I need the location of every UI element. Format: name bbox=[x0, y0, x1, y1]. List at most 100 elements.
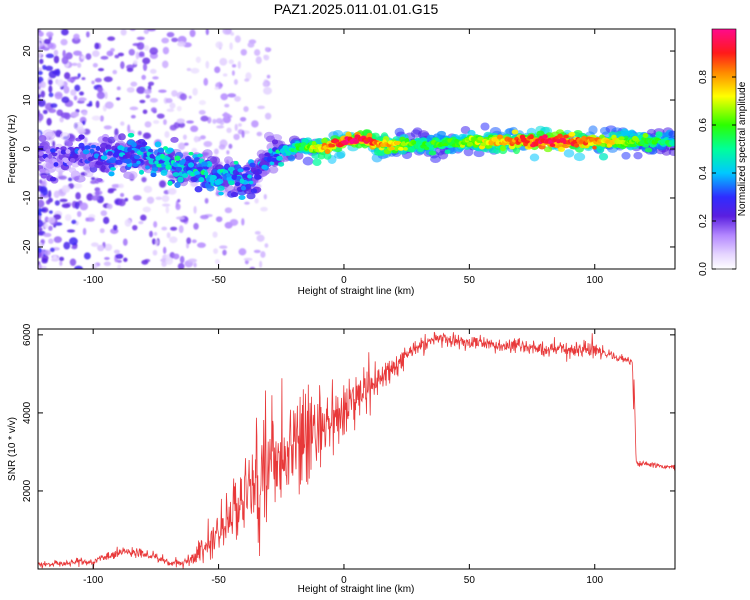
colorbar-tick-label: 0.2 bbox=[698, 214, 709, 228]
ridge-blob bbox=[156, 163, 163, 168]
ridge-blob bbox=[190, 172, 195, 177]
ridge-blob bbox=[206, 185, 215, 192]
noise-speckle bbox=[53, 49, 59, 56]
ridge-blob bbox=[644, 147, 653, 153]
ridge-blob bbox=[639, 139, 646, 145]
noise-speckle bbox=[239, 116, 247, 122]
ridge-blob bbox=[214, 179, 222, 185]
noise-speckle bbox=[190, 125, 199, 133]
ridge-blob bbox=[139, 169, 144, 175]
noise-speckle bbox=[92, 50, 100, 57]
ridge-blob bbox=[59, 132, 71, 140]
noise-speckle bbox=[213, 248, 219, 254]
noise-speckle bbox=[150, 107, 157, 113]
ridge-blob bbox=[107, 136, 116, 144]
x-tick-label: 50 bbox=[464, 575, 476, 586]
noise-speckle bbox=[149, 97, 158, 103]
ridge-blob bbox=[511, 129, 519, 135]
ridge-blob bbox=[668, 148, 675, 157]
spectrogram-x-ticks: -100 -50 0 50 100 bbox=[83, 29, 604, 286]
noise-speckle bbox=[238, 123, 242, 127]
noise-speckle bbox=[94, 190, 100, 197]
noise-speckle bbox=[161, 194, 170, 203]
noise-speckle bbox=[45, 53, 55, 59]
ridge-blob bbox=[141, 141, 148, 146]
noise-speckle bbox=[254, 198, 259, 204]
ridge-blob bbox=[66, 161, 73, 166]
noise-speckle bbox=[163, 119, 167, 126]
noise-speckle bbox=[48, 225, 53, 231]
noise-speckle bbox=[143, 88, 152, 95]
ridge-blob bbox=[45, 148, 52, 154]
ridge-blob bbox=[336, 150, 346, 159]
noise-speckle bbox=[38, 207, 42, 216]
noise-speckle bbox=[141, 259, 149, 265]
noise-speckle bbox=[81, 77, 86, 81]
ridge-blob bbox=[428, 150, 437, 156]
noise-speckle bbox=[52, 255, 58, 259]
noise-speckle bbox=[226, 150, 230, 155]
ridge-blob bbox=[96, 178, 103, 182]
colorbar-gradient bbox=[711, 28, 737, 270]
ridge-blob bbox=[88, 161, 96, 168]
noise-speckle bbox=[253, 49, 261, 56]
ridge-blob bbox=[459, 144, 466, 148]
noise-speckle bbox=[244, 78, 250, 82]
noise-speckle bbox=[53, 213, 62, 220]
noise-speckle bbox=[186, 120, 194, 124]
noise-speckle bbox=[155, 239, 159, 246]
ridge-blob bbox=[89, 148, 95, 154]
ridge-blob bbox=[127, 171, 138, 180]
snr-y-ticks: 2000 4000 6000 bbox=[22, 323, 675, 502]
noise-speckle bbox=[193, 262, 197, 268]
ridge-blob bbox=[324, 148, 331, 155]
noise-speckle bbox=[43, 222, 49, 229]
noise-speckle bbox=[233, 79, 238, 85]
noise-speckle bbox=[259, 260, 263, 268]
ridge-blob bbox=[52, 158, 57, 163]
ridge-blob bbox=[473, 149, 485, 158]
noise-speckle bbox=[161, 226, 168, 231]
noise-speckle bbox=[80, 55, 87, 60]
noise-speckle bbox=[45, 199, 51, 205]
noise-speckle bbox=[38, 131, 41, 138]
ridge-blob bbox=[44, 157, 50, 163]
noise-speckle bbox=[86, 31, 90, 38]
noise-speckle bbox=[94, 77, 102, 83]
noise-speckle bbox=[238, 248, 247, 256]
ridge-blob bbox=[228, 180, 235, 186]
noise-speckle bbox=[48, 210, 53, 214]
snr-plot-area bbox=[38, 329, 675, 569]
noise-speckle bbox=[44, 249, 51, 256]
ridge-blob bbox=[568, 131, 576, 137]
noise-speckle bbox=[126, 67, 134, 72]
noise-speckle bbox=[42, 64, 47, 70]
noise-speckle bbox=[91, 80, 95, 85]
noise-speckle bbox=[103, 216, 110, 225]
noise-speckle bbox=[263, 54, 270, 61]
ridge-blob bbox=[668, 130, 675, 138]
ridge-blob bbox=[177, 176, 184, 183]
noise-speckle bbox=[144, 121, 152, 128]
ridge-blob bbox=[187, 162, 195, 168]
noise-speckle bbox=[74, 201, 80, 210]
ridge-blob bbox=[145, 165, 150, 170]
noise-speckle bbox=[43, 38, 51, 45]
ridge-blob bbox=[72, 154, 79, 159]
ridge-blob bbox=[477, 136, 484, 141]
noise-speckle bbox=[138, 221, 144, 225]
noise-speckle bbox=[47, 216, 56, 224]
ridge-blob bbox=[500, 145, 506, 152]
noise-speckle bbox=[70, 111, 80, 118]
y-tick-label: 20 bbox=[22, 45, 33, 57]
noise-speckle bbox=[73, 33, 80, 40]
noise-speckle bbox=[53, 190, 60, 199]
noise-speckle bbox=[82, 227, 87, 236]
snr-y-label: SNR (10 * v/v) bbox=[7, 417, 18, 481]
ridge-blob bbox=[194, 185, 203, 193]
noise-speckle bbox=[40, 90, 46, 98]
noise-speckle bbox=[103, 76, 113, 83]
noise-speckle bbox=[219, 245, 228, 249]
noise-speckle bbox=[129, 29, 136, 32]
colorbar-tick-label: 0.0 bbox=[698, 262, 709, 276]
